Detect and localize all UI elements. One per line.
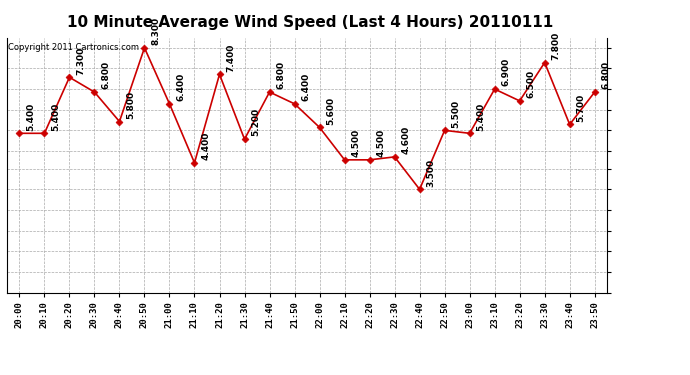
Text: 6.800: 6.800 (276, 61, 285, 89)
Text: 6.800: 6.800 (601, 61, 610, 89)
Text: 7.300: 7.300 (76, 46, 85, 75)
Text: 5.800: 5.800 (126, 91, 135, 119)
Text: 6.400: 6.400 (301, 73, 310, 101)
Text: 7.800: 7.800 (551, 32, 560, 60)
Text: 7.400: 7.400 (226, 43, 235, 72)
Text: 3.500: 3.500 (426, 158, 435, 186)
Text: 4.400: 4.400 (201, 132, 210, 160)
Text: 4.600: 4.600 (401, 126, 410, 154)
Text: 5.400: 5.400 (51, 102, 60, 130)
Text: 6.500: 6.500 (526, 70, 535, 98)
Text: 5.200: 5.200 (251, 108, 260, 136)
Text: 5.400: 5.400 (476, 102, 485, 130)
Text: 5.700: 5.700 (576, 93, 585, 122)
Text: 10 Minute Average Wind Speed (Last 4 Hours) 20110111: 10 Minute Average Wind Speed (Last 4 Hou… (68, 15, 553, 30)
Text: 8.300: 8.300 (151, 17, 160, 45)
Text: 4.500: 4.500 (376, 129, 385, 157)
Text: 6.400: 6.400 (176, 73, 185, 101)
Text: 5.600: 5.600 (326, 96, 335, 124)
Text: Copyright 2011 Cartronics.com: Copyright 2011 Cartronics.com (8, 43, 139, 52)
Text: 6.800: 6.800 (101, 61, 110, 89)
Text: 5.400: 5.400 (26, 102, 35, 130)
Text: 4.500: 4.500 (351, 129, 360, 157)
Text: 6.900: 6.900 (501, 58, 510, 86)
Text: 5.500: 5.500 (451, 99, 460, 128)
